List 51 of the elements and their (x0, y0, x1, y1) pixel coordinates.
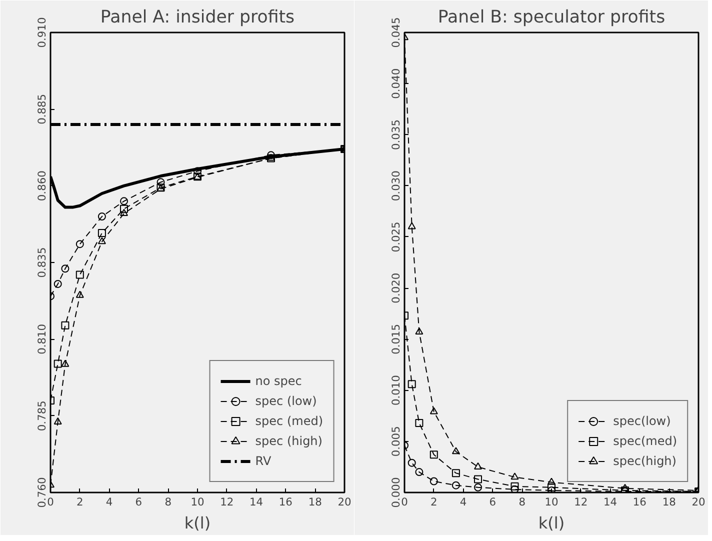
y-tick-label: 0.040 (390, 68, 402, 99)
x-tick-label: 14 (604, 496, 618, 508)
legend-label: spec(med) (613, 434, 677, 448)
x-tick-label: 4 (106, 496, 113, 508)
y-tick-label: 0.010 (390, 374, 402, 406)
legend-label: spec (high) (255, 434, 322, 448)
legend-label: spec(high) (613, 454, 676, 468)
x-tick-label: 12 (220, 496, 234, 508)
y-tick-label: 0.835 (36, 247, 48, 278)
y-tick-label: 0.910 (36, 17, 48, 48)
legend-label: no spec (255, 374, 302, 388)
x-tick-label: 16 (278, 496, 293, 508)
y-tick-label: 0.015 (390, 324, 402, 354)
x-tick-label: 18 (308, 496, 322, 508)
x-tick-label: 14 (250, 496, 264, 508)
chart-title: Panel A: insider profits (100, 8, 295, 28)
x-tick-label: 8 (518, 496, 526, 508)
y-tick-label: 0.810 (36, 324, 48, 354)
x-tick-label: 2 (76, 496, 84, 508)
y-tick-label: 0.000 (390, 477, 402, 508)
x-tick-label: 0 (401, 496, 408, 508)
y-tick-label: 0.045 (390, 17, 402, 48)
y-tick-label: 0.760 (36, 477, 48, 508)
x-tick-label: 10 (190, 496, 204, 508)
y-tick-label: 0.035 (390, 119, 402, 150)
y-tick-label: 0.885 (36, 94, 48, 124)
x-tick-label: 8 (164, 496, 172, 508)
y-tick-label: 0.030 (390, 170, 402, 202)
y-tick-label: 0.005 (390, 426, 402, 457)
y-tick-label: 0.785 (36, 400, 48, 432)
x-tick-label: 2 (430, 496, 438, 508)
chart-title: Panel B: speculator profits (438, 8, 666, 28)
x-tick-label: 4 (460, 496, 467, 508)
x-axis-title: k(l) (184, 514, 211, 532)
x-axis-title: k(l) (538, 514, 565, 532)
legend-label: spec(low) (613, 414, 671, 428)
x-tick-label: 16 (632, 496, 647, 508)
x-tick-label: 20 (692, 496, 706, 508)
x-tick-label: 18 (662, 496, 676, 508)
y-tick-label: 0.025 (390, 222, 402, 252)
x-tick-label: 12 (574, 496, 588, 508)
legend-label: spec (low) (255, 394, 317, 408)
y-tick-label: 0.020 (390, 272, 402, 304)
x-tick-label: 6 (135, 496, 142, 508)
legend-label: spec (med) (255, 414, 323, 428)
x-tick-label: 20 (338, 496, 352, 508)
legend-label: RV (255, 454, 272, 468)
y-tick-label: 0.860 (36, 170, 48, 202)
x-tick-label: 6 (489, 496, 496, 508)
x-tick-label: 10 (544, 496, 558, 508)
x-tick-label: 0 (47, 496, 54, 508)
